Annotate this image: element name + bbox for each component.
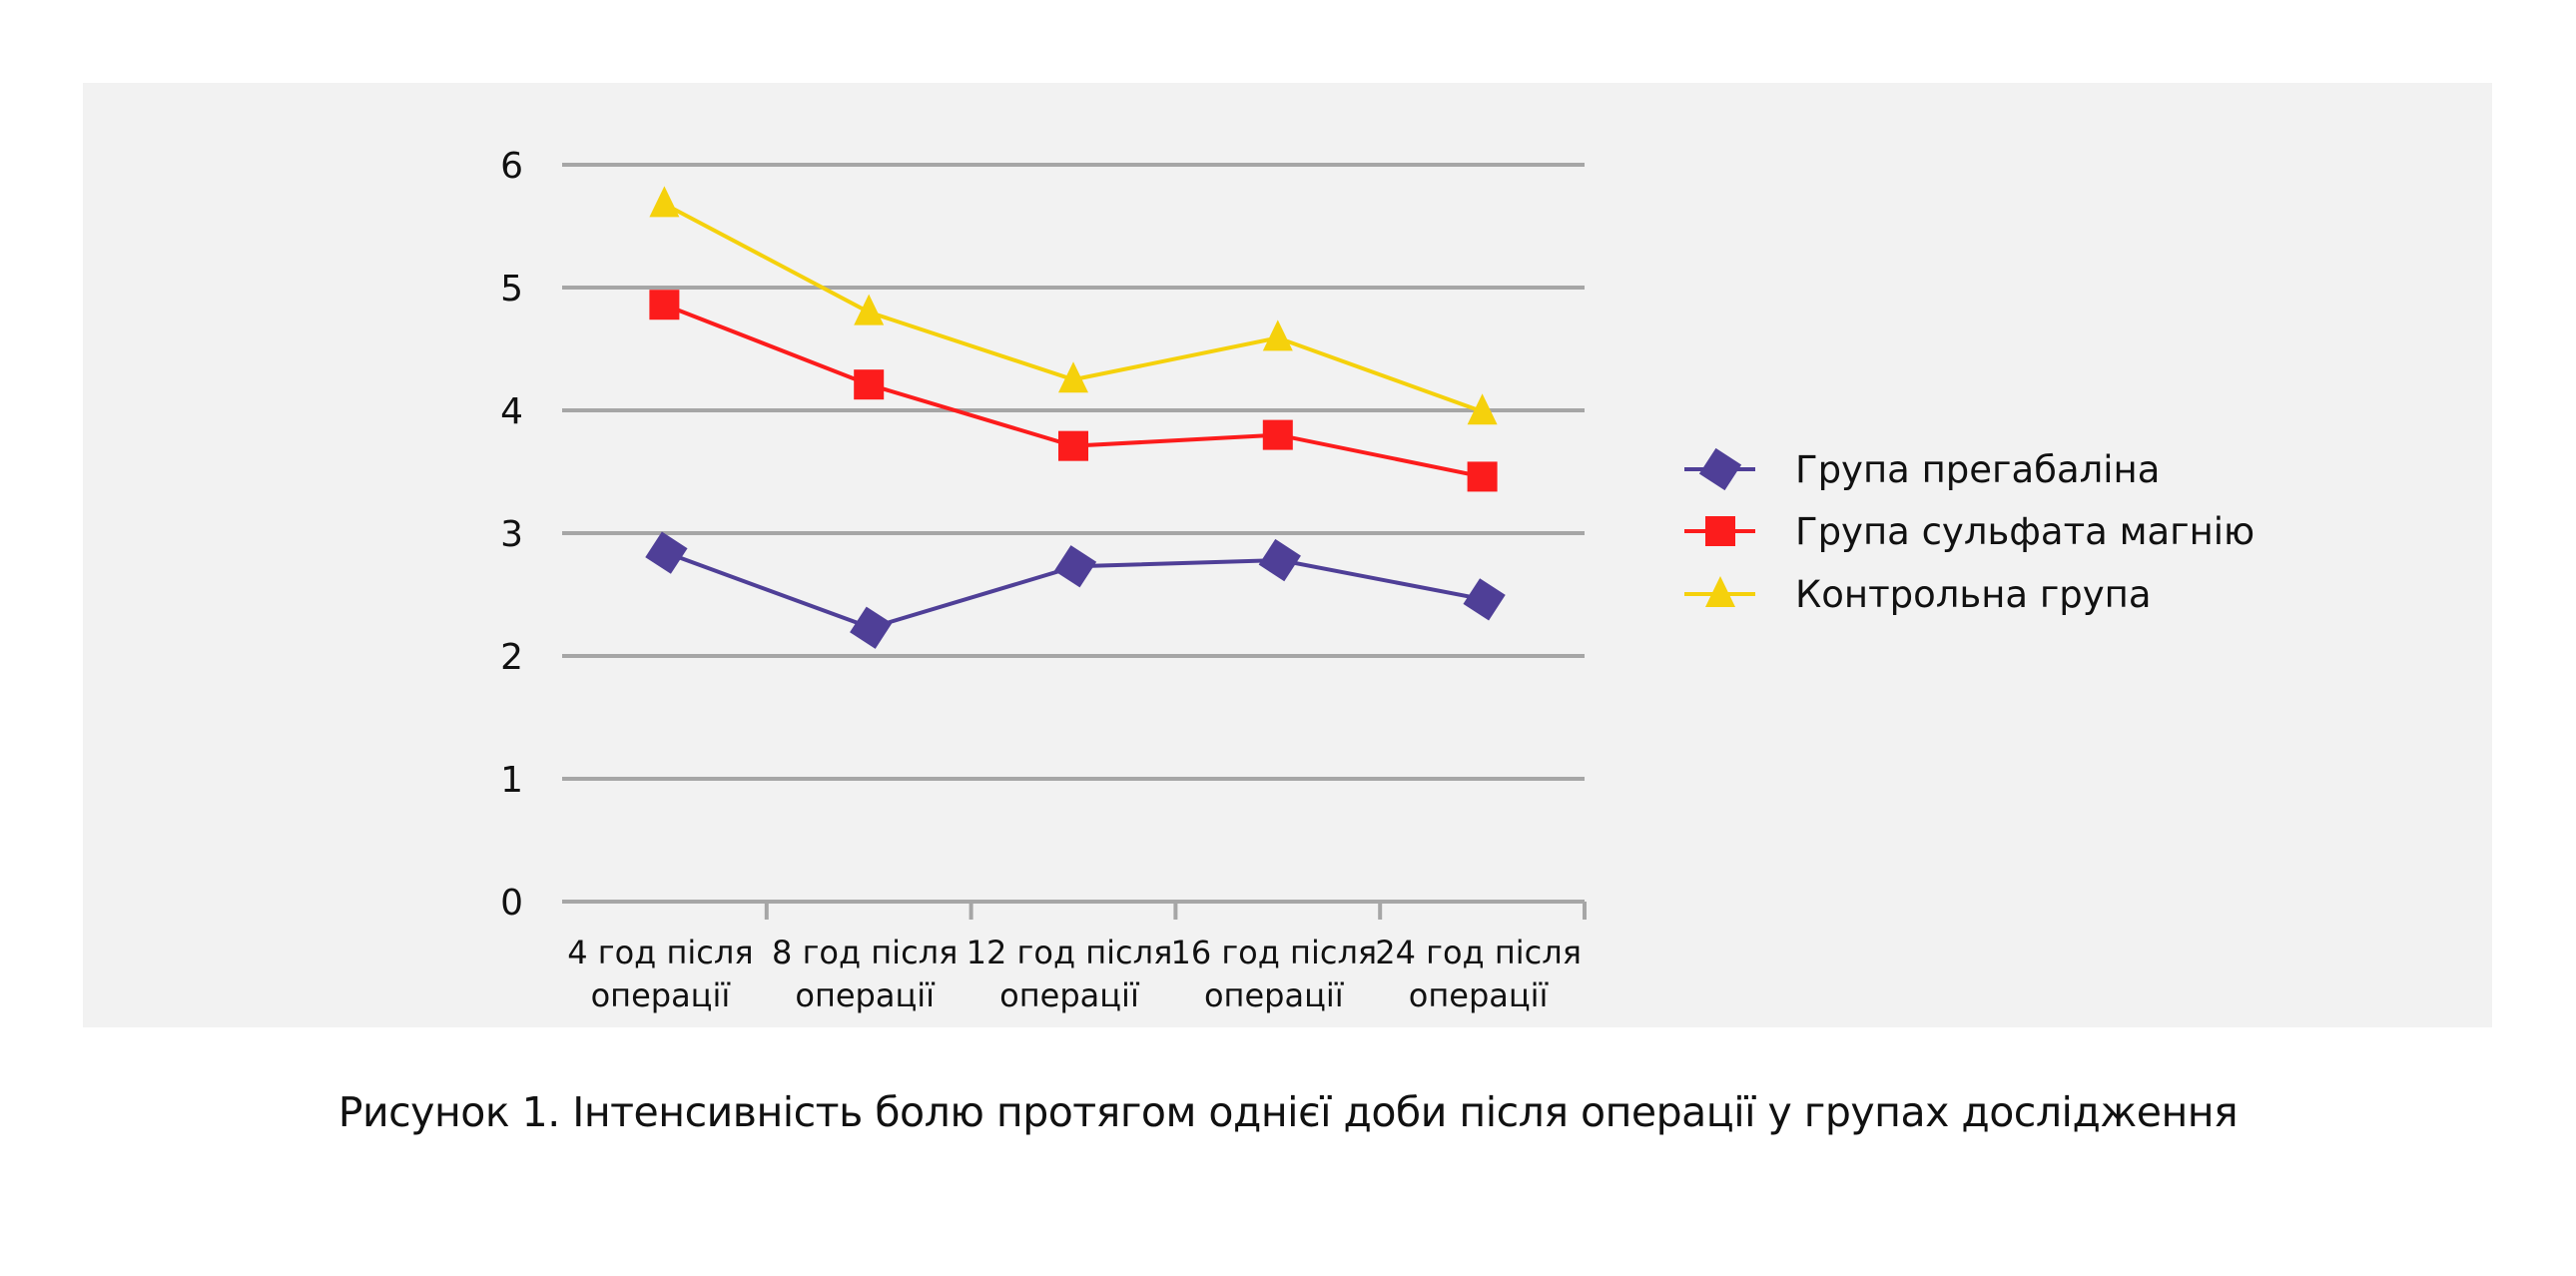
gridlines (562, 163, 1585, 904)
data-point-diamond (850, 606, 893, 649)
legend: Група прегабаліна Група сульфата магнію Ко… (1684, 447, 2254, 616)
x-tick-label-line: операції (795, 976, 936, 1014)
legend-label: Контрольна група (1795, 573, 2152, 616)
legend-item: Контрольна група (1684, 573, 2152, 616)
line-chart: 0 1 2 3 4 5 6 4 год після операції 8 год після оп… (500, 146, 2254, 1014)
data-point-square (649, 290, 680, 320)
data-point-square (1058, 430, 1088, 461)
x-tick-label: 12 год після операції (966, 934, 1173, 1014)
data-point-triangle (649, 186, 680, 218)
y-tick-label: 4 (500, 391, 523, 432)
x-tick-label-line: операції (1204, 976, 1345, 1014)
data-point-triangle (854, 294, 885, 325)
y-tick-label: 3 (500, 514, 523, 555)
data-point-diamond (645, 531, 688, 574)
x-tick-label: 4 год після операції (567, 934, 753, 1014)
y-tick-label: 2 (500, 637, 523, 678)
series-group (645, 186, 1506, 649)
series-diamond (645, 531, 1506, 649)
x-tick-label: 16 год після операції (1170, 934, 1377, 1014)
data-point-triangle (1058, 361, 1088, 393)
x-tick-label-line: операції (591, 976, 732, 1014)
x-tick-label-line: 24 год після (1375, 934, 1582, 971)
x-tick-label-line: операції (1409, 976, 1550, 1014)
diamond-marker-icon (1698, 447, 1742, 491)
data-point-square (1262, 419, 1293, 450)
y-tick-label: 6 (500, 146, 523, 187)
y-tick-label: 1 (500, 760, 523, 801)
x-tick-label-line: операції (999, 976, 1140, 1014)
legend-item: Група прегабаліна (1684, 447, 2160, 491)
x-tick-label-line: 4 год після (567, 934, 753, 971)
data-point-diamond (1053, 545, 1097, 588)
data-point-diamond (1258, 538, 1301, 582)
legend-label: Група сульфата магнію (1795, 510, 2254, 553)
x-tick-label-line: 16 год після (1170, 934, 1377, 971)
x-tick-label: 8 год після операції (772, 934, 958, 1014)
data-point-triangle (1467, 393, 1498, 425)
triangle-marker-icon (1705, 576, 1735, 607)
x-tick-label-line: 12 год після (966, 934, 1173, 971)
y-tick-label: 0 (500, 883, 523, 924)
series-square (649, 290, 1498, 492)
legend-label: Група прегабаліна (1795, 448, 2160, 491)
square-marker-icon (1705, 516, 1735, 546)
data-point-triangle (1262, 319, 1293, 351)
data-point-square (854, 369, 885, 400)
y-tick-label: 5 (500, 269, 523, 310)
figure-caption: Рисунок 1. Інтенсивність болю протягом о… (337, 1088, 2239, 1136)
data-point-diamond (1463, 578, 1506, 621)
data-point-square (1467, 461, 1498, 492)
x-tick-label-line: 8 год після (772, 934, 958, 971)
legend-item: Група сульфата магнію (1684, 510, 2254, 553)
x-tick-label: 24 год після операції (1375, 934, 1582, 1014)
series-triangle (649, 186, 1498, 425)
y-axis: 0 1 2 3 4 5 6 (500, 146, 523, 924)
